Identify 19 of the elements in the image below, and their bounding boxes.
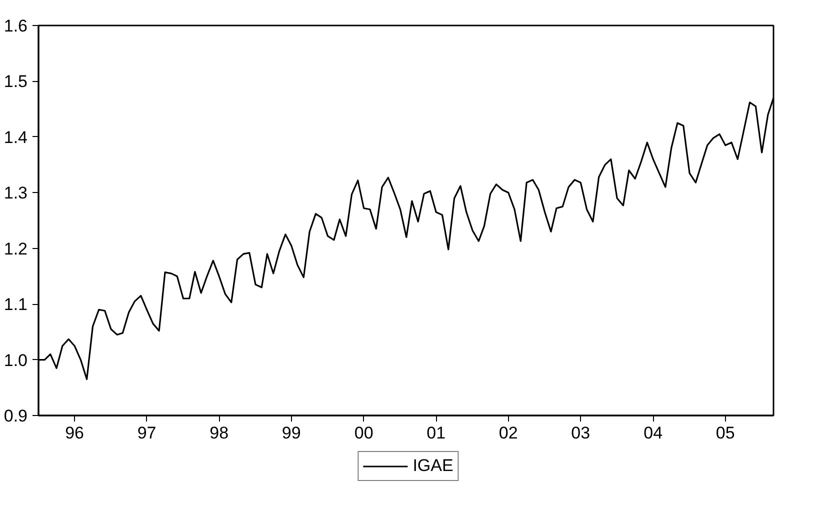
x-tick-label: 99 <box>282 424 301 442</box>
x-tick-label: 05 <box>716 424 735 442</box>
y-tick-label: 1.0 <box>4 350 28 370</box>
y-tick-label: 1.5 <box>4 72 28 92</box>
y-tick-label: 1.2 <box>4 239 28 258</box>
x-tick-label: 03 <box>571 424 590 442</box>
y-tick-label: 1.6 <box>4 16 28 36</box>
x-tick-label: 02 <box>498 424 518 442</box>
y-tick-label: 1.3 <box>4 184 28 203</box>
y-tick-label: 0.9 <box>4 406 28 426</box>
legend-label: IGAE <box>412 456 454 476</box>
y-tick-label: 1.1 <box>4 295 28 314</box>
y-tick-label: 1.4 <box>4 128 28 147</box>
x-tick-label: 04 <box>644 424 663 442</box>
x-tick-label: 96 <box>65 424 84 442</box>
x-tick-label: 97 <box>137 424 156 442</box>
x-tick-label: 00 <box>354 424 374 442</box>
x-tick-label: 98 <box>210 424 229 442</box>
x-tick-label: 01 <box>426 424 446 442</box>
